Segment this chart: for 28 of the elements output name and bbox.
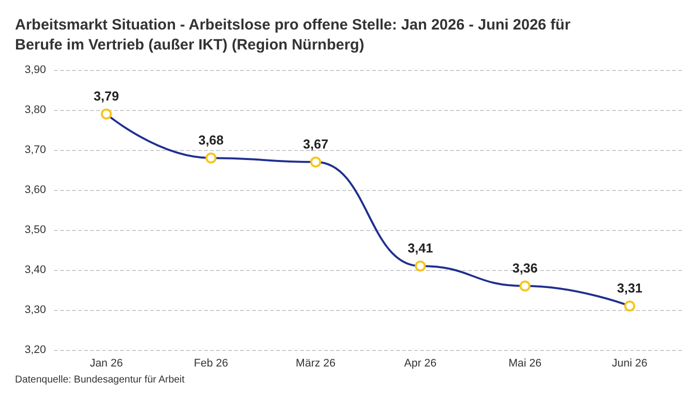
chart-title: Arbeitsmarkt Situation - Arbeitslose pro offene Stelle: Jan 2026 - Juni 2026 für Berufe im Vertrieb (außer IKT) (Region Nürnberg) <box>15 16 571 54</box>
data-label: 3,31 <box>617 280 642 296</box>
data-label: 3,36 <box>512 260 538 276</box>
x-tick-label: Mai 26 <box>508 358 542 370</box>
data-label: 3,79 <box>94 88 119 104</box>
point <box>206 152 216 164</box>
y-tick-label: 3,40 <box>24 264 46 276</box>
x-tick-label: März 26 <box>296 358 336 370</box>
data-label: 3,67 <box>303 136 328 152</box>
data-label: 3,41 <box>408 240 433 256</box>
point <box>100 108 112 120</box>
point <box>414 260 426 272</box>
x-tick-label: Apr 26 <box>404 358 437 370</box>
y-tick-label: 3,50 <box>24 224 46 236</box>
y-tick-label: 3,70 <box>24 144 46 156</box>
data-label: 3,68 <box>198 132 224 148</box>
text: Datenquelle: Bundesagentur für Arbeit <box>15 374 185 386</box>
point <box>624 300 636 312</box>
x-tick-label: Juni 26 <box>612 358 648 370</box>
x-tick-label: Feb 26 <box>194 358 228 370</box>
point <box>310 156 322 168</box>
y-tick-label: 3,80 <box>24 104 46 116</box>
y-tick-label: 3,90 <box>24 64 46 76</box>
y-tick-label: 3,20 <box>24 344 46 356</box>
point <box>520 280 530 292</box>
x-tick-label: Jan 26 <box>90 358 123 370</box>
y-tick-label: 3,60 <box>24 184 46 196</box>
y-tick-label: 3,30 <box>24 304 46 316</box>
